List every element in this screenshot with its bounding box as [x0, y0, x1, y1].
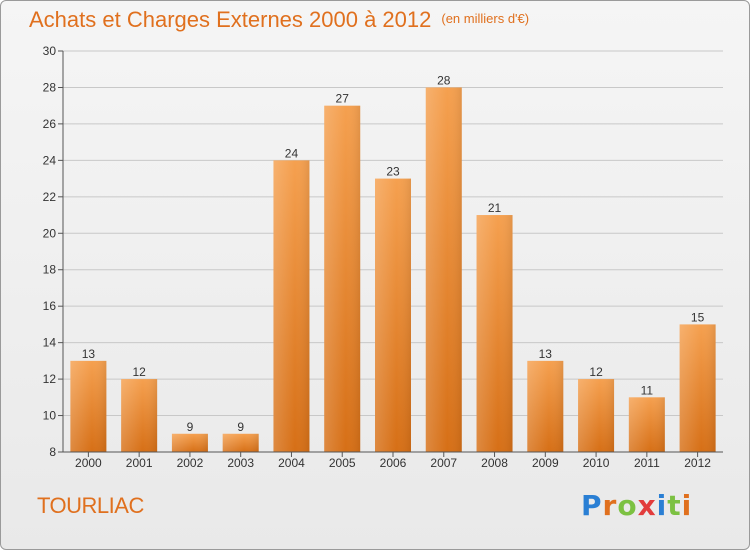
y-tick-label: 18	[43, 263, 57, 277]
bar-shade	[171, 433, 208, 452]
logo-letter: o	[617, 489, 638, 522]
data-label: 28	[437, 73, 451, 87]
axes: 8 10 12 14 16 18 20 22 24 26 28 30 2000 2001 2002 2003 2…	[43, 44, 723, 470]
data-label: 21	[488, 201, 502, 215]
data-label: 27	[336, 92, 350, 106]
logo-letter: i	[681, 489, 693, 522]
x-tick-label: 2009	[532, 456, 559, 470]
x-tick-label: 2007	[430, 456, 457, 470]
x-tick-label: 2000	[75, 456, 102, 470]
logo-letter: i	[656, 489, 668, 522]
bar-shade	[375, 178, 411, 452]
data-label: 15	[691, 310, 705, 324]
bar-shade	[527, 360, 564, 452]
bar-shade	[679, 324, 716, 452]
x-tick-label: 2001	[126, 456, 153, 470]
logo-letter: P	[581, 489, 603, 522]
bar-shade	[222, 433, 259, 452]
y-tick-label: 20	[43, 226, 57, 240]
data-label: 9	[187, 420, 194, 434]
bar-shade	[578, 379, 615, 452]
proxiti-logo[interactable]: Proxiti	[581, 489, 692, 522]
x-tick-label: 2004	[278, 456, 305, 470]
chart-title: Achats et Charges Externes 2000 à 2012 (e…	[29, 7, 529, 33]
y-tick-label: 22	[43, 190, 57, 204]
data-label: 12	[589, 365, 603, 379]
x-tick-label: 2010	[583, 456, 610, 470]
bar-shade	[273, 160, 310, 452]
data-label: 13	[82, 347, 96, 361]
data-label: 11	[641, 383, 654, 397]
data-label: 9	[237, 420, 244, 434]
bar-shade	[425, 87, 462, 453]
x-tick-label: 2003	[227, 456, 254, 470]
y-tick-label: 24	[43, 153, 57, 167]
data-label: 24	[285, 146, 299, 160]
bar-shade	[628, 397, 665, 452]
data-label: 12	[132, 365, 146, 379]
logo-letter: t	[667, 489, 682, 522]
logo-letter: x	[637, 489, 657, 522]
data-label: 23	[386, 165, 400, 179]
bar-shade	[121, 379, 158, 452]
bar-shade	[324, 105, 361, 452]
commune-name: TOURLIAC	[37, 493, 144, 518]
y-tick-label: 28	[43, 80, 57, 94]
x-tick-label: 2011	[634, 456, 660, 470]
x-tick-label: 2005	[329, 456, 356, 470]
bar-shade	[476, 215, 513, 452]
y-tick-label: 12	[43, 372, 57, 386]
y-tick-label: 16	[43, 299, 57, 313]
bars: 13 12 9 9 24 27 23 28 21 13 12 11 15	[70, 73, 716, 453]
subtitle-text: (en milliers d'€)	[441, 11, 530, 26]
y-tick-label: 14	[43, 336, 57, 350]
bar-shade	[70, 360, 107, 452]
x-tick-label: 2002	[177, 456, 204, 470]
x-tick-label: 2012	[684, 456, 711, 470]
y-tick-label: 8	[49, 445, 56, 459]
y-tick-label: 10	[43, 409, 57, 423]
data-label: 13	[539, 347, 553, 361]
title-text: Achats et Charges Externes 2000 à 2012	[29, 7, 432, 32]
y-tick-label: 26	[43, 117, 57, 131]
y-tick-label: 30	[43, 44, 57, 58]
x-tick-label: 2006	[380, 456, 407, 470]
x-tick-label: 2008	[481, 456, 508, 470]
logo-letter: r	[602, 489, 618, 522]
